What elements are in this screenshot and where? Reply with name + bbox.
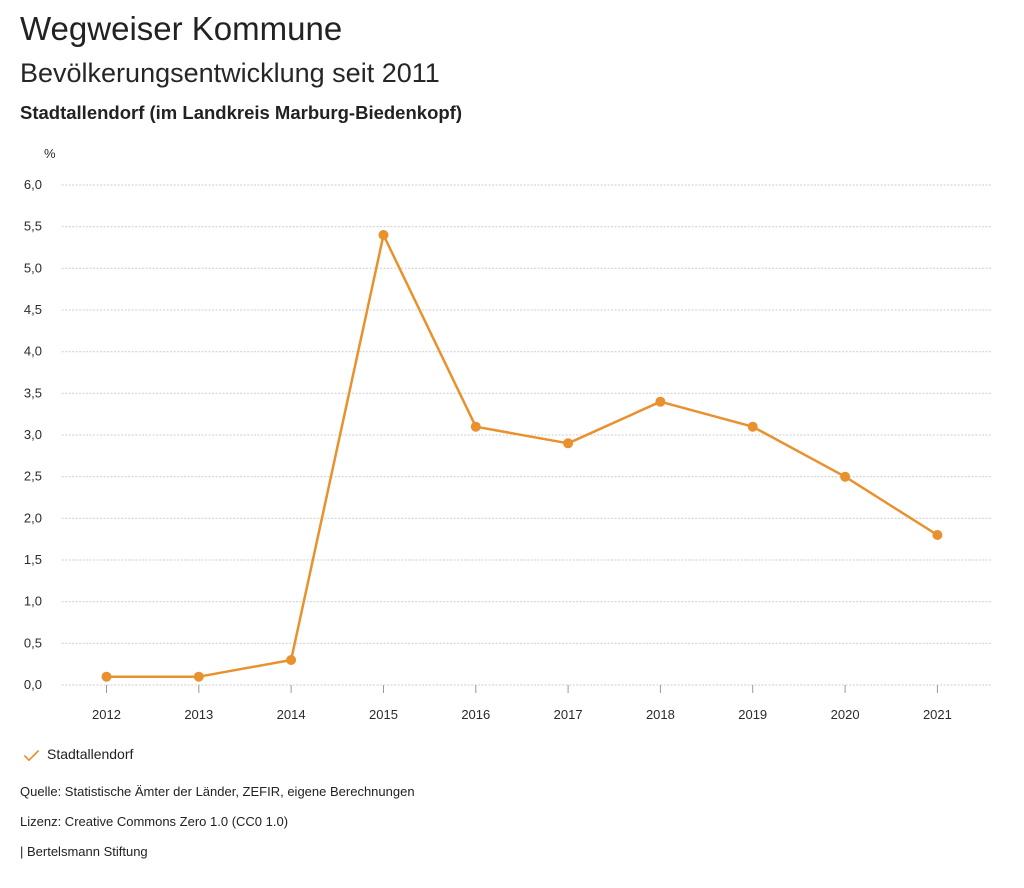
svg-text:2019: 2019 (738, 707, 767, 722)
svg-text:2018: 2018 (646, 707, 675, 722)
svg-text:2021: 2021 (923, 707, 952, 722)
svg-text:2020: 2020 (831, 707, 860, 722)
svg-text:6,0: 6,0 (24, 177, 42, 192)
svg-text:0,0: 0,0 (24, 677, 42, 692)
svg-text:0,5: 0,5 (24, 635, 42, 650)
svg-text:5,0: 5,0 (24, 260, 42, 275)
svg-text:5,5: 5,5 (24, 219, 42, 234)
svg-text:3,0: 3,0 (24, 427, 42, 442)
svg-text:2,0: 2,0 (24, 510, 42, 525)
svg-text:2015: 2015 (369, 707, 398, 722)
svg-text:2012: 2012 (92, 707, 121, 722)
svg-text:2017: 2017 (554, 707, 583, 722)
svg-text:2014: 2014 (277, 707, 306, 722)
svg-text:1,0: 1,0 (24, 594, 42, 609)
svg-text:2,5: 2,5 (24, 469, 42, 484)
svg-text:1,5: 1,5 (24, 552, 42, 567)
svg-text:2016: 2016 (461, 707, 490, 722)
svg-text:4,5: 4,5 (24, 302, 42, 317)
svg-text:2013: 2013 (184, 707, 213, 722)
svg-text:3,5: 3,5 (24, 385, 42, 400)
svg-text:4,0: 4,0 (24, 344, 42, 359)
